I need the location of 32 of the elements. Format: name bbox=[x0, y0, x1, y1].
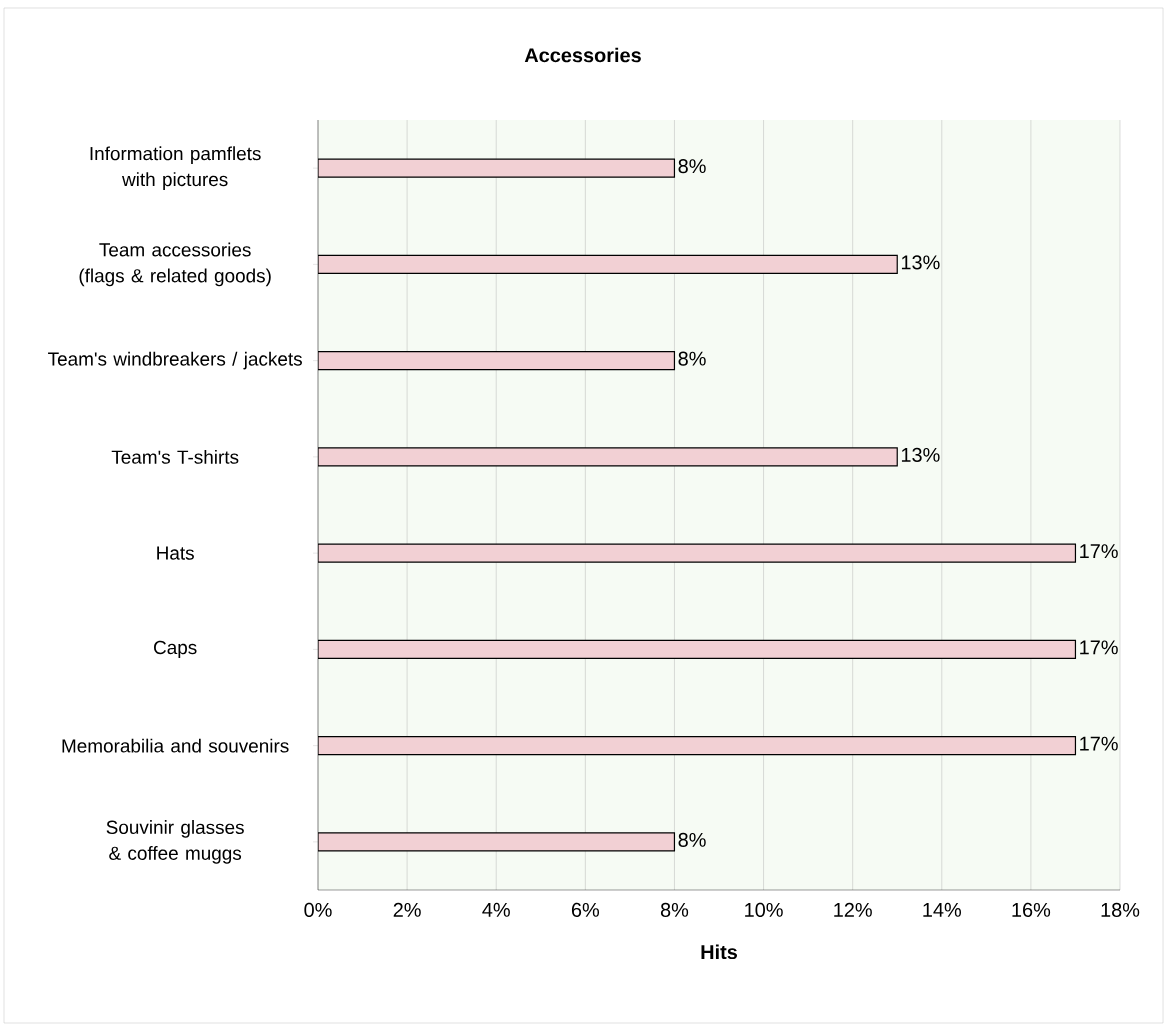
x-tick-label: 8% bbox=[660, 902, 689, 917]
y-tick-label: Team's T-shirts bbox=[111, 449, 239, 464]
x-tick-label: 12% bbox=[834, 902, 872, 917]
chart-title: Accessories bbox=[524, 47, 641, 63]
x-tick-label: 6% bbox=[571, 902, 600, 917]
x-tick-label: 0% bbox=[304, 902, 332, 917]
data-label: 17% bbox=[1080, 640, 1118, 655]
x-tick-label: 18% bbox=[1101, 902, 1140, 917]
data-label: 13% bbox=[901, 447, 940, 462]
x-tick-label: 2% bbox=[393, 902, 421, 917]
x-tick-label: 4% bbox=[482, 902, 510, 917]
data-label: 17% bbox=[1080, 544, 1118, 559]
y-tick-label: Memorabilia and souvenirs bbox=[62, 738, 289, 753]
data-label: 8% bbox=[678, 832, 706, 847]
data-label: 8% bbox=[678, 351, 706, 366]
bar bbox=[318, 254, 898, 274]
x-axis-title: Hits bbox=[701, 944, 738, 960]
data-label: 13% bbox=[901, 255, 940, 270]
y-tick-label: Team accessories (flags & related goods) bbox=[79, 242, 271, 287]
y-tick-label: Hats bbox=[157, 546, 194, 560]
bar bbox=[318, 351, 676, 371]
bar bbox=[318, 639, 1077, 659]
bar bbox=[318, 736, 1077, 756]
data-label: 8% bbox=[678, 159, 706, 174]
y-tick-label: Team's windbreakers / jackets bbox=[48, 351, 302, 370]
data-label: 17% bbox=[1080, 736, 1118, 751]
x-tick-label: 16% bbox=[1012, 902, 1051, 917]
y-tick-label: Caps bbox=[154, 640, 197, 658]
y-tick-label: Information pamflets with pictures bbox=[90, 146, 261, 190]
x-tick-label: 14% bbox=[923, 902, 961, 917]
x-tick-label: 10% bbox=[745, 902, 783, 917]
y-tick-label: Souvinir glasses & coffee muggs bbox=[106, 820, 244, 864]
